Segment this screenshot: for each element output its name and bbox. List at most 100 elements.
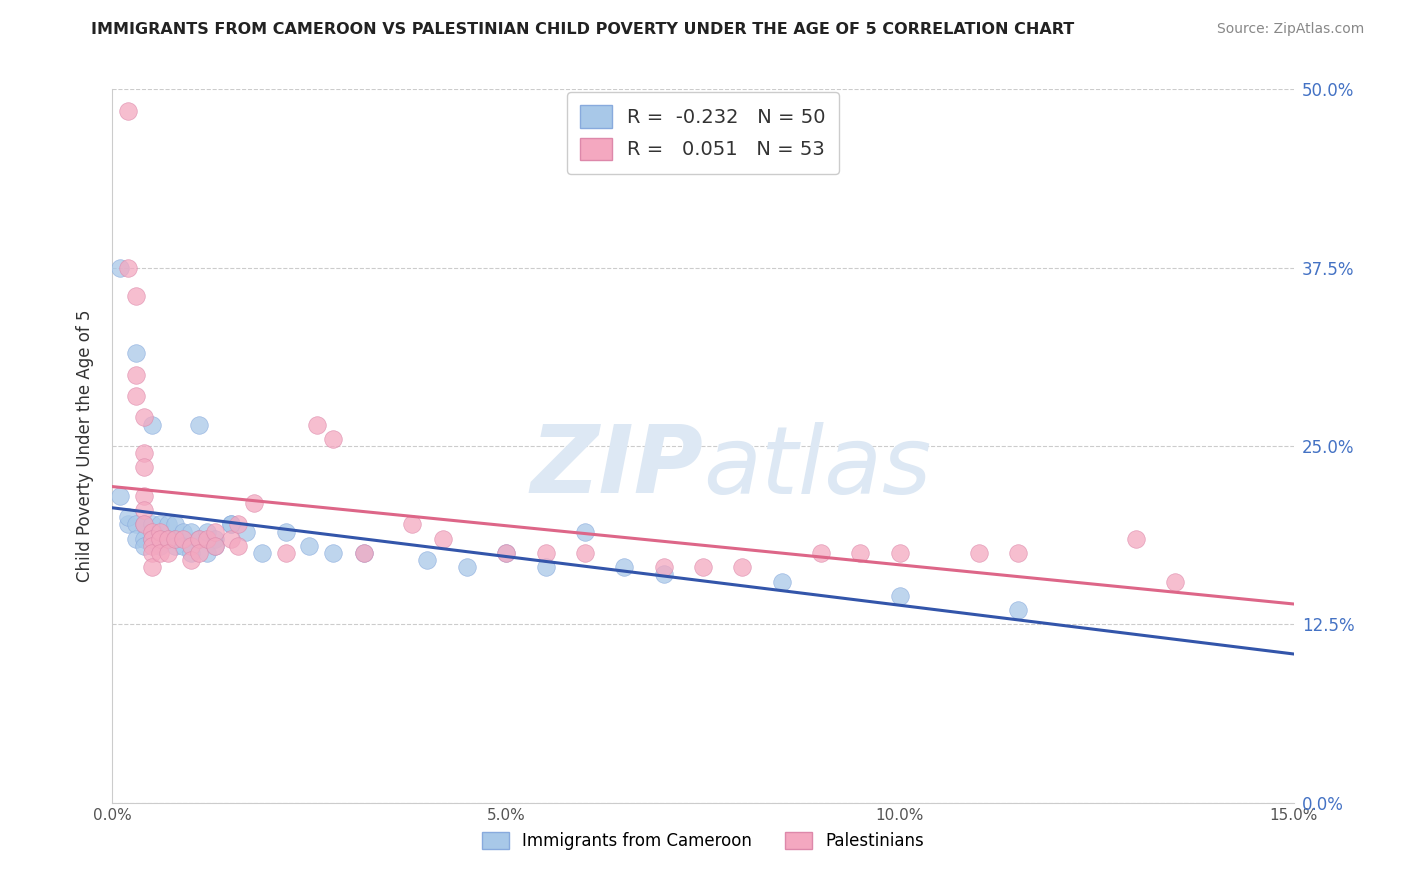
Point (195, 546, 218, 560)
Point (307, 417, 329, 432)
Point (204, 539, 226, 553)
Point (165, 517, 187, 532)
Point (141, 532, 163, 546)
Point (125, 346, 148, 360)
Point (204, 539, 226, 553)
Point (117, 260, 139, 275)
Point (156, 532, 179, 546)
Point (1007, 546, 1029, 560)
Point (141, 417, 163, 432)
Point (188, 532, 211, 546)
Point (889, 589, 911, 603)
Point (228, 539, 250, 553)
Point (117, 103, 139, 118)
Point (125, 532, 148, 546)
Point (156, 532, 179, 546)
Point (165, 539, 187, 553)
Point (770, 574, 793, 589)
Point (188, 546, 211, 560)
Point (849, 546, 872, 560)
Text: atlas: atlas (703, 422, 931, 513)
Point (156, 546, 179, 560)
Point (125, 517, 148, 532)
Point (534, 546, 557, 560)
Point (495, 546, 517, 560)
Point (149, 517, 172, 532)
Point (141, 524, 163, 539)
Point (967, 546, 990, 560)
Point (125, 289, 148, 303)
Point (731, 560, 754, 574)
Point (250, 546, 273, 560)
Point (149, 539, 172, 553)
Point (149, 532, 172, 546)
Point (353, 546, 375, 560)
Point (810, 546, 832, 560)
Point (117, 517, 139, 532)
Point (228, 517, 250, 532)
Point (156, 517, 179, 532)
Point (132, 539, 155, 553)
Point (889, 546, 911, 560)
Point (172, 524, 194, 539)
Point (141, 532, 163, 546)
Point (692, 560, 714, 574)
Point (219, 517, 242, 532)
Point (298, 539, 321, 553)
Point (322, 432, 344, 446)
Point (141, 560, 163, 574)
Point (141, 517, 163, 532)
Point (132, 489, 155, 503)
Point (456, 560, 478, 574)
Point (243, 496, 266, 510)
Point (416, 553, 439, 567)
Point (574, 524, 596, 539)
Point (1164, 574, 1187, 589)
Point (613, 560, 636, 574)
Point (274, 524, 297, 539)
Text: IMMIGRANTS FROM CAMEROON VS PALESTINIAN CHILD POVERTY UNDER THE AGE OF 5 CORRELA: IMMIGRANTS FROM CAMEROON VS PALESTINIAN … (91, 22, 1074, 37)
Point (322, 546, 344, 560)
Point (652, 567, 675, 582)
Text: ZIP: ZIP (530, 421, 703, 514)
Text: Source: ZipAtlas.com: Source: ZipAtlas.com (1216, 22, 1364, 37)
Point (401, 517, 423, 532)
Point (132, 517, 155, 532)
Point (180, 539, 202, 553)
Point (195, 524, 218, 539)
Point (149, 532, 172, 546)
Point (652, 560, 675, 574)
Y-axis label: Child Poverty Under the Age of 5: Child Poverty Under the Age of 5 (76, 310, 94, 582)
Point (110, 260, 132, 275)
Point (125, 389, 148, 403)
Point (219, 517, 242, 532)
Point (188, 417, 211, 432)
Point (235, 524, 257, 539)
Point (1007, 603, 1029, 617)
Point (188, 532, 211, 546)
Point (141, 539, 163, 553)
Point (180, 524, 202, 539)
Point (165, 532, 187, 546)
Point (132, 460, 155, 475)
Point (172, 539, 194, 553)
Point (219, 532, 242, 546)
Legend: Immigrants from Cameroon, Palestinians: Immigrants from Cameroon, Palestinians (474, 824, 932, 859)
Point (149, 524, 172, 539)
Point (534, 560, 557, 574)
Point (149, 546, 172, 560)
Point (125, 368, 148, 382)
Point (132, 410, 155, 425)
Point (274, 546, 297, 560)
Point (132, 503, 155, 517)
Point (172, 532, 194, 546)
Point (204, 524, 226, 539)
Point (204, 532, 226, 546)
Point (195, 532, 218, 546)
Point (132, 532, 155, 546)
Point (132, 446, 155, 460)
Point (432, 532, 454, 546)
Point (1125, 532, 1147, 546)
Point (574, 546, 596, 560)
Point (165, 532, 187, 546)
